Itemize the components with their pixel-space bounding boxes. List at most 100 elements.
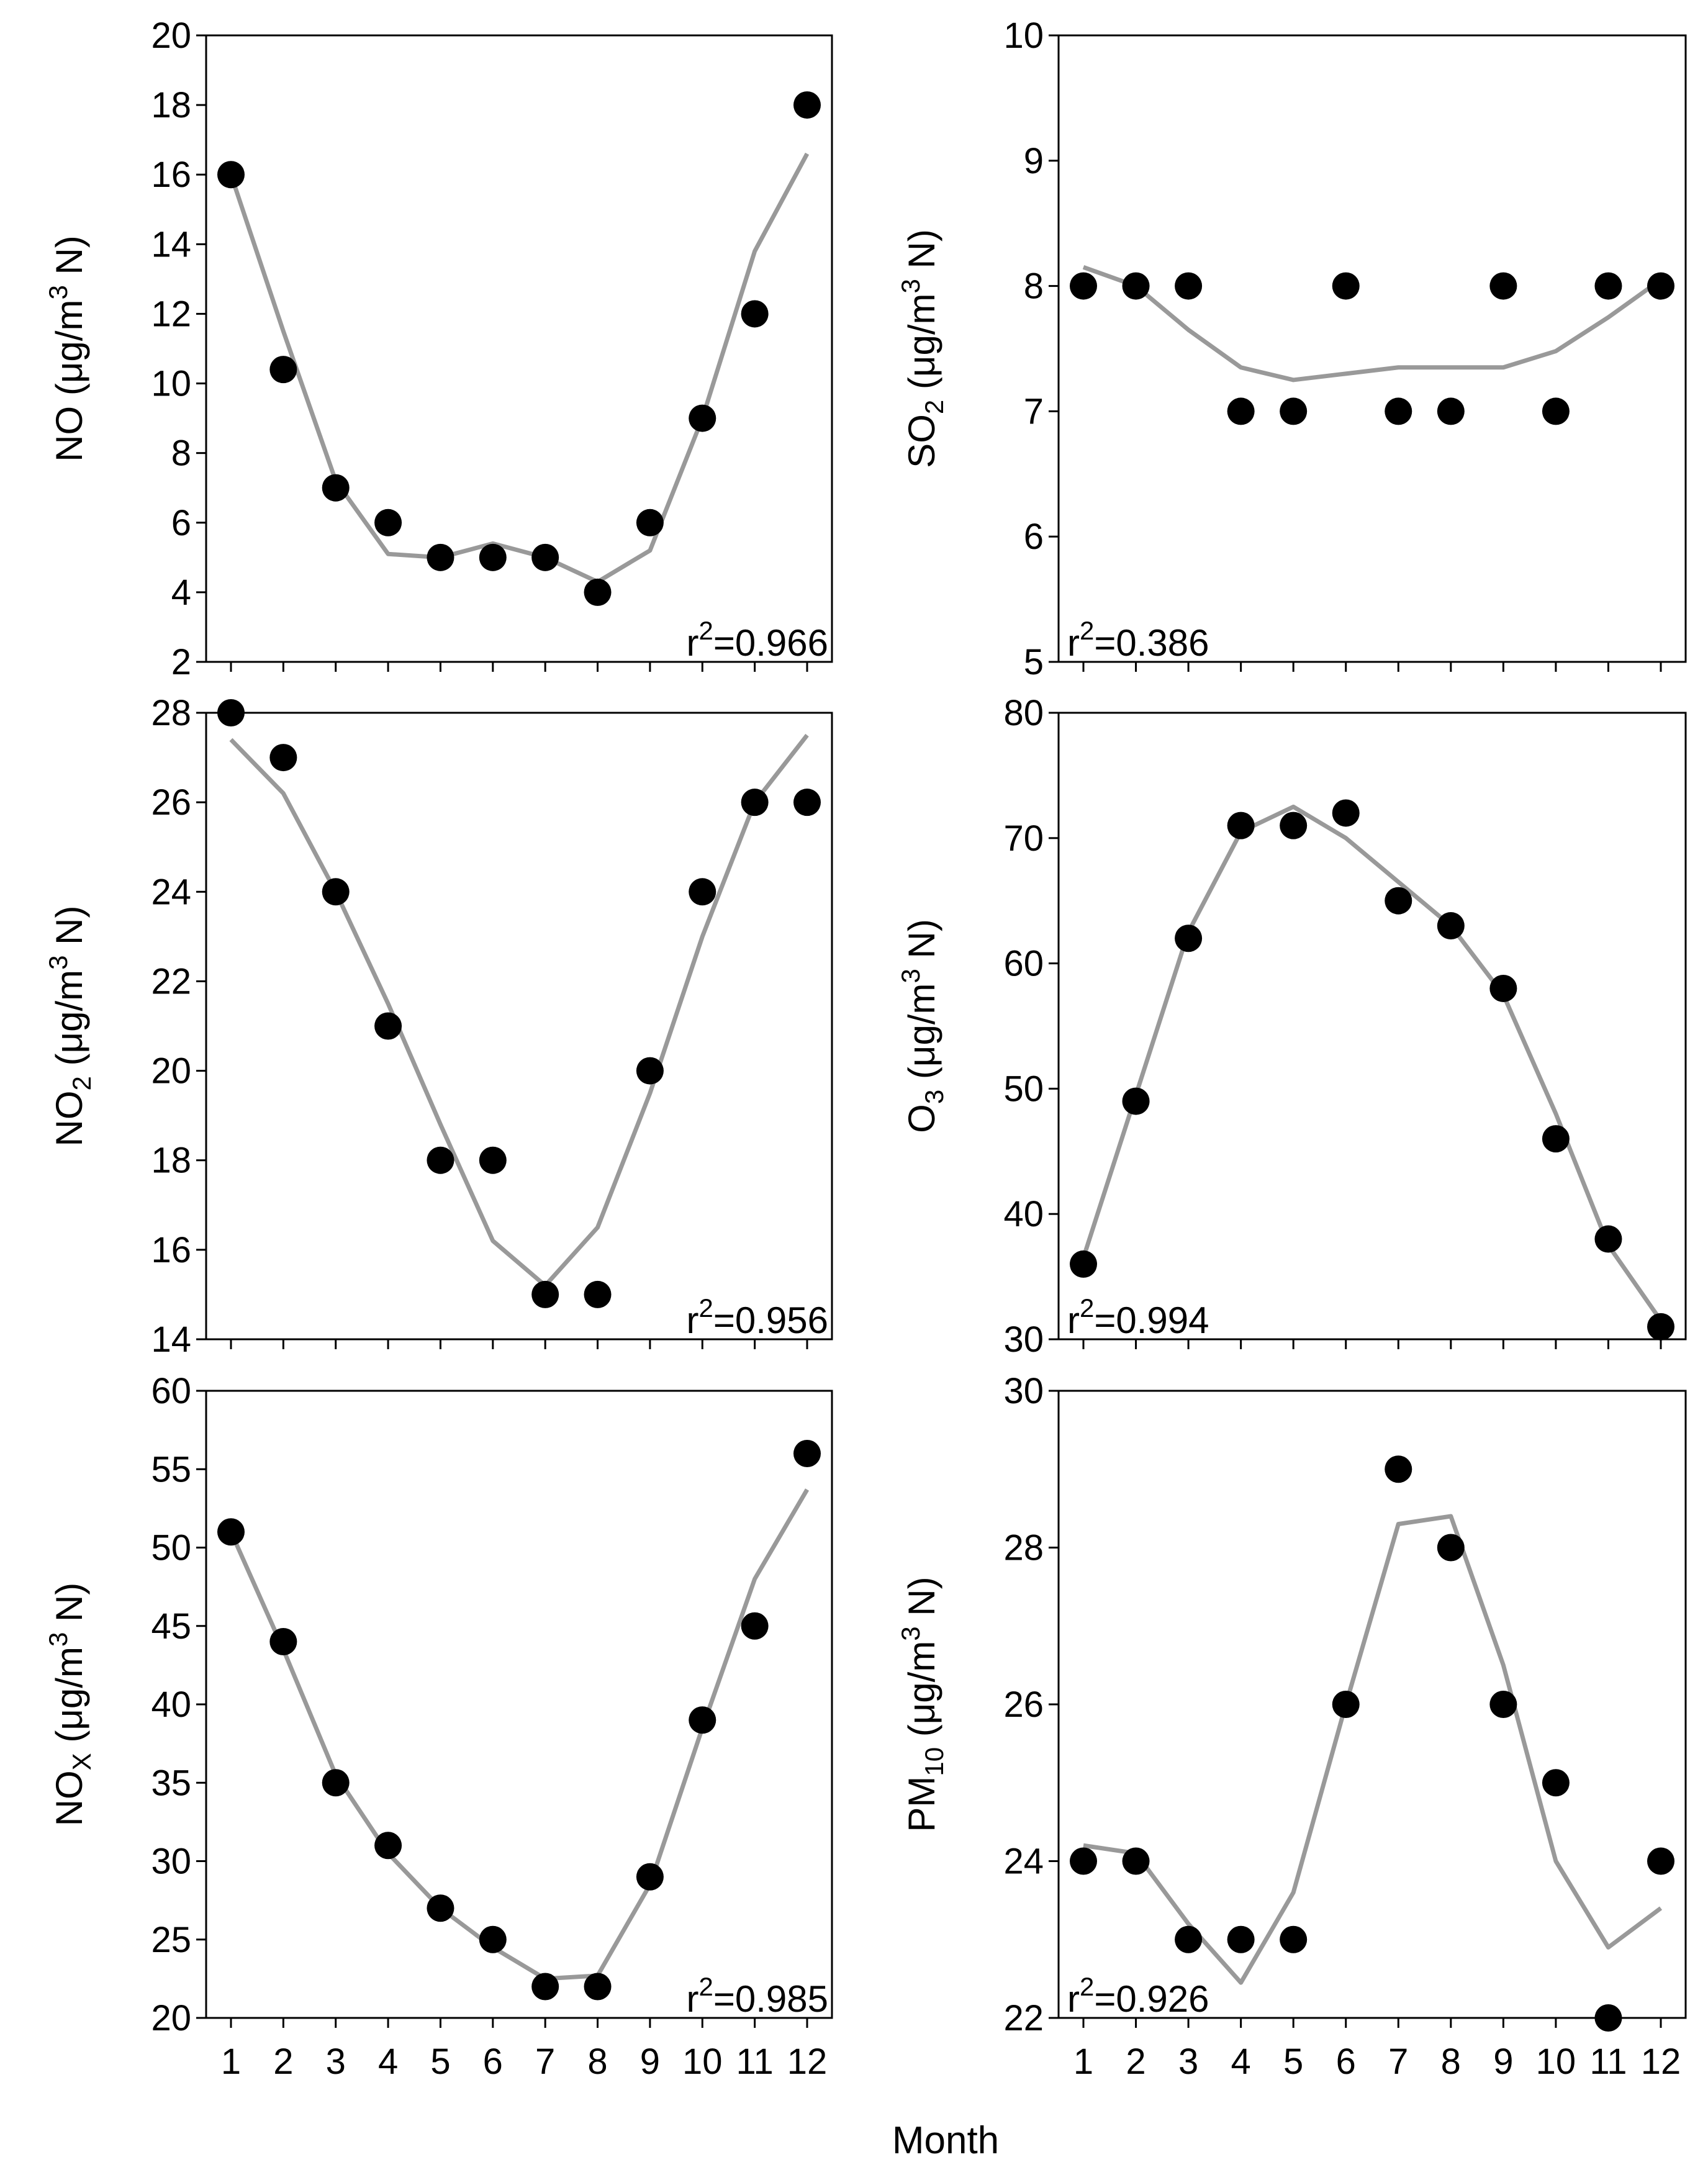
data-point — [689, 1706, 716, 1734]
data-point — [1489, 1691, 1517, 1718]
data-point — [1542, 397, 1570, 425]
y-tick-label: 6 — [171, 503, 191, 543]
y-tick-label: 4 — [171, 572, 191, 613]
data-point — [1332, 799, 1360, 827]
data-point — [479, 543, 507, 571]
x-tick-label: 1 — [1073, 2042, 1093, 2082]
y-tick-label: 28 — [1003, 1528, 1044, 1568]
y-tick-label: 12 — [151, 294, 191, 334]
plot-frame — [205, 712, 833, 1341]
data-point — [269, 744, 297, 772]
y-tick-label: 60 — [151, 1371, 191, 1411]
y-tick-label: 80 — [1003, 693, 1044, 733]
data-point — [1332, 1691, 1360, 1718]
data-point — [1122, 272, 1150, 300]
data-point — [1489, 974, 1517, 1002]
r-squared-label: r2=0.956 — [686, 1293, 828, 1341]
data-point — [636, 509, 664, 536]
y-tick-label: 25 — [151, 1920, 191, 1960]
data-point — [1542, 1769, 1570, 1797]
y-tick-label: 40 — [151, 1684, 191, 1725]
data-point — [269, 356, 297, 384]
panel-so2: 5 6 7 8 9 10 SO2 (μg/m3 N) r2=0.386 — [896, 16, 1687, 682]
data-point — [1437, 912, 1465, 940]
data-point — [1437, 397, 1465, 425]
data-point — [1647, 272, 1674, 300]
x-tick-label: 11 — [736, 2042, 774, 2082]
data-point — [322, 474, 350, 502]
y-tick-label: 60 — [1003, 944, 1044, 984]
data-point — [636, 1863, 664, 1891]
y-tick-label: 7 — [1024, 391, 1044, 432]
x-tick-label: 12 — [787, 2042, 828, 2082]
data-point — [741, 300, 769, 328]
x-tick-label: 3 — [1178, 2042, 1198, 2082]
data-point — [793, 91, 821, 119]
data-point — [1280, 812, 1308, 839]
fit-line — [229, 733, 809, 1288]
data-point — [584, 1973, 612, 2001]
y-tick-label: 22 — [151, 961, 191, 1002]
y-tick-label: 2 — [171, 642, 191, 682]
r-squared-label: r2=0.985 — [686, 1972, 828, 2020]
data-point — [1594, 272, 1622, 300]
data-point — [1594, 1225, 1622, 1253]
r-squared-label: r2=0.994 — [1067, 1293, 1209, 1341]
panel-no: 2 4 6 8 10 12 14 16 18 20 NO (μg/m3 N) r2=0.966 — [43, 16, 833, 682]
data-point — [1542, 1125, 1570, 1153]
data-point — [322, 878, 350, 906]
x-tick-label: 5 — [430, 2042, 450, 2082]
r-squared-label: r2=0.966 — [686, 616, 828, 664]
data-point — [1227, 397, 1255, 425]
y-tick-label: 70 — [1003, 818, 1044, 859]
data-point — [269, 1628, 297, 1655]
y-tick-label: 10 — [1003, 16, 1044, 56]
y-axis-title: O3 (μg/m3 N) — [896, 919, 949, 1133]
data-point — [479, 1925, 507, 1953]
x-tick-label: 7 — [1388, 2042, 1408, 2082]
y-axis-title: SO2 (μg/m3 N) — [896, 229, 949, 468]
data-point — [1175, 272, 1203, 300]
data-point — [1070, 1847, 1097, 1875]
data-point — [1489, 272, 1517, 300]
data-point — [1385, 1455, 1412, 1483]
data-point — [1227, 1925, 1255, 1953]
y-tick-label: 20 — [151, 16, 191, 56]
y-tick-label: 50 — [151, 1528, 191, 1568]
y-tick-label: 14 — [151, 224, 191, 265]
y-tick-label: 16 — [151, 1230, 191, 1270]
x-tick-label: 10 — [682, 2042, 723, 2082]
plot-frame — [1057, 712, 1687, 1341]
r-squared-label: r2=0.386 — [1067, 616, 1209, 664]
y-tick-label: 6 — [1024, 517, 1044, 557]
data-point — [1385, 397, 1412, 425]
plot-frame — [205, 34, 833, 663]
data-point — [1280, 1925, 1308, 1953]
x-tick-label: 2 — [1126, 2042, 1145, 2082]
data-point — [741, 1612, 769, 1640]
x-tick-label: 9 — [640, 2042, 660, 2082]
data-point — [1647, 1847, 1674, 1875]
data-point — [793, 789, 821, 816]
data-point — [1122, 1087, 1150, 1115]
data-point — [584, 578, 612, 606]
data-point — [427, 1894, 454, 1922]
data-point — [217, 1518, 245, 1546]
data-point — [1122, 1847, 1150, 1875]
y-tick-label: 30 — [1003, 1371, 1044, 1411]
data-point — [217, 699, 245, 726]
data-point — [1280, 397, 1308, 425]
data-point — [322, 1769, 350, 1797]
data-point — [584, 1280, 612, 1308]
y-tick-label: 14 — [151, 1319, 191, 1360]
y-axis-title: NO (μg/m3 N) — [43, 235, 90, 462]
panel-o3: 30 40 50 60 70 80 O3 (μg/m3 N) r2=0.994 — [896, 693, 1687, 1360]
x-tick-label: 11 — [1589, 2042, 1627, 2082]
data-point — [217, 161, 245, 189]
data-point — [1647, 1313, 1674, 1341]
y-tick-label: 22 — [1003, 1998, 1044, 2038]
y-tick-label: 24 — [151, 872, 191, 912]
fit-line — [1083, 1514, 1663, 1985]
